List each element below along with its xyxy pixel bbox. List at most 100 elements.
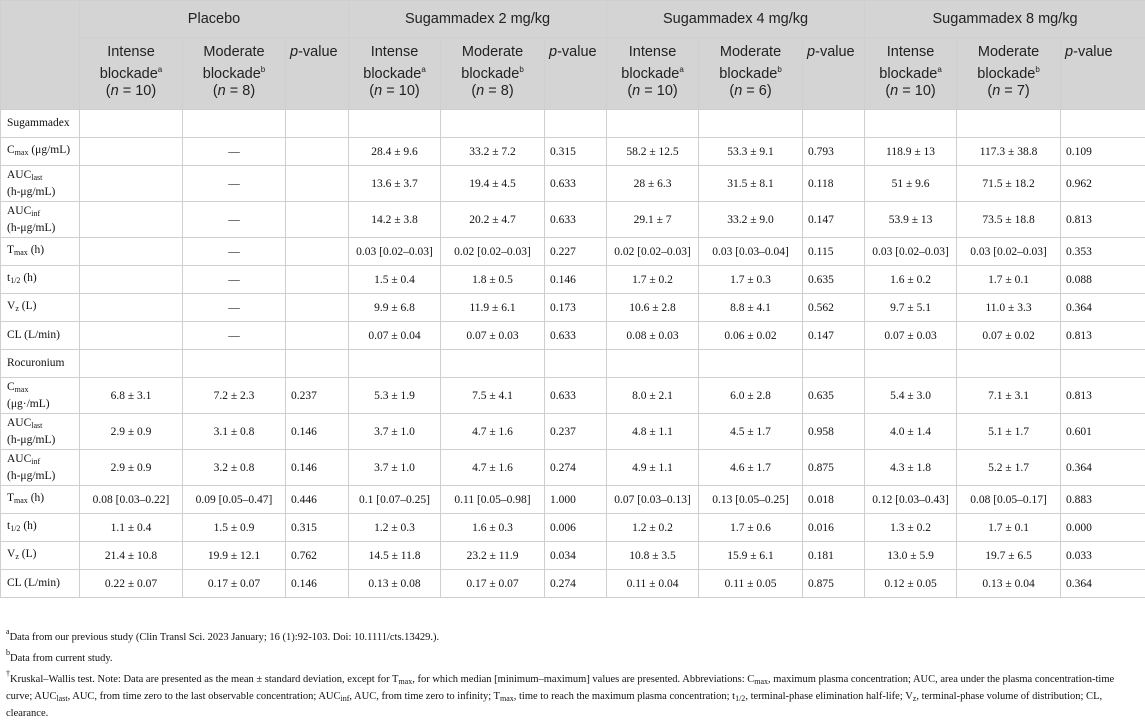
value-cell: 0.11 ± 0.05	[699, 570, 803, 598]
empty-cell	[1061, 350, 1145, 378]
value-cell: 9.9 ± 6.8	[349, 294, 441, 322]
value-cell: 0.13 ± 0.08	[349, 570, 441, 598]
pvalue-cell	[286, 238, 349, 266]
value-cell: 33.2 ± 9.0	[699, 202, 803, 238]
parameter-label: Tmax (h)	[1, 486, 80, 514]
footnote-mark: b	[777, 65, 781, 74]
parameter-unit: (h-μg/mL)	[7, 470, 55, 482]
n-close: )	[250, 83, 255, 99]
value-cell: 1.7 ± 0.2	[607, 266, 699, 294]
empty-cell	[1061, 110, 1145, 138]
pvalue-cell: 0.633	[545, 322, 607, 350]
blockade-header-line2: blockade	[879, 66, 937, 82]
n-equals: =	[226, 83, 243, 99]
empty-cell	[441, 350, 545, 378]
value-cell: 8.0 ± 2.1	[607, 378, 699, 414]
document-page: Placebo Sugammadex 2 mg/kg Sugammadex 4 …	[0, 0, 1145, 696]
pvalue-cell: 0.562	[803, 294, 865, 322]
parameter-subscript: last	[31, 421, 42, 430]
pvalue-cell: 0.315	[545, 138, 607, 166]
value-cell: 117.3 ± 38.8	[957, 138, 1061, 166]
empty-cell	[286, 350, 349, 378]
empty-cell	[441, 110, 545, 138]
value-cell: 6.0 ± 2.8	[699, 378, 803, 414]
group-header-sugammadex-4: Sugammadex 4 mg/kg	[607, 1, 865, 38]
parameter-unit: (h)	[28, 492, 44, 504]
value-cell: 10.6 ± 2.8	[607, 294, 699, 322]
value-cell: 28.4 ± 9.6	[349, 138, 441, 166]
n-equals: =	[898, 83, 915, 99]
blockade-header-line1: Intense	[107, 44, 155, 60]
parameter-unit: (μg/mL)	[28, 144, 70, 156]
n-equals: =	[1000, 83, 1017, 99]
footnote: aData from our previous study (Clin Tran…	[6, 624, 1131, 645]
pvalue-cell: 0.446	[286, 486, 349, 514]
value-cell: 3.2 ± 0.8	[183, 450, 286, 486]
n-close: )	[509, 83, 514, 99]
blockade-header-line1: Intense	[371, 44, 419, 60]
footnote-text: Kruskal–Wallis test. Note: Data are pres…	[10, 674, 398, 685]
parameter-unit: (L)	[19, 300, 37, 312]
parameter-subscript: last	[31, 173, 42, 182]
value-cell: 0.11 ± 0.04	[607, 570, 699, 598]
value-cell: 11.0 ± 3.3	[957, 294, 1061, 322]
pvalue-cell: 0.633	[545, 378, 607, 414]
n-value: 7	[1017, 83, 1025, 99]
value-cell: 1.6 ± 0.3	[441, 514, 545, 542]
parameter-label: AUCinf(h-μg/mL)	[1, 202, 80, 238]
parameter-label: Tmax (h)	[1, 238, 80, 266]
blockade-header-line2: blockade	[977, 66, 1035, 82]
footnote-text: Data from our previous study (Clin Trans…	[10, 632, 440, 643]
value-cell: 31.5 ± 8.1	[699, 166, 803, 202]
pk-table: Placebo Sugammadex 2 mg/kg Sugammadex 4 …	[0, 0, 1145, 598]
empty-cell	[699, 350, 803, 378]
value-cell: 4.6 ± 1.7	[699, 450, 803, 486]
value-cell	[80, 266, 183, 294]
blockade-header-line1: Intense	[887, 44, 935, 60]
footnote: †Kruskal–Wallis test. Note: Data are pre…	[6, 666, 1131, 721]
pvalue-cell: 0.813	[1061, 202, 1145, 238]
pvalue-cell: 0.088	[1061, 266, 1145, 294]
value-cell: 0.06 ± 0.02	[699, 322, 803, 350]
pvalue-cell	[286, 138, 349, 166]
value-cell: 3.7 ± 1.0	[349, 414, 441, 450]
footnote-sub: max	[500, 694, 514, 703]
table-row: Tmax (h)—0.03 [0.02–0.03]0.02 [0.02–0.03…	[1, 238, 1145, 266]
parameter-label: CL (L/min)	[1, 322, 80, 350]
value-cell: 15.9 ± 6.1	[699, 542, 803, 570]
blockade-header-line1: Moderate	[720, 44, 781, 60]
value-cell: 1.7 ± 0.1	[957, 266, 1061, 294]
parameter-name: AUC	[7, 169, 31, 181]
blockade-header-line2: blockade	[203, 66, 261, 82]
pvalue-cell: 0.633	[545, 166, 607, 202]
empty-cell	[607, 350, 699, 378]
value-cell: 6.8 ± 3.1	[80, 378, 183, 414]
n-value: 10	[135, 83, 151, 99]
value-cell	[80, 166, 183, 202]
group-header-sugammadex-8: Sugammadex 8 mg/kg	[865, 1, 1145, 38]
empty-cell	[183, 110, 286, 138]
pvalue-header-p: p	[290, 44, 298, 60]
footnote-text: Data from current study.	[10, 653, 113, 664]
empty-cell	[803, 350, 865, 378]
value-cell: 0.03 [0.03–0.04]	[699, 238, 803, 266]
pvalue-cell: 0.875	[803, 450, 865, 486]
value-cell	[80, 202, 183, 238]
pvalue-cell: 0.033	[1061, 542, 1145, 570]
n-value: 10	[399, 83, 415, 99]
value-cell: 19.9 ± 12.1	[183, 542, 286, 570]
blockade-header-line1: Moderate	[462, 44, 523, 60]
empty-cell	[957, 110, 1061, 138]
pvalue-cell: 0.601	[1061, 414, 1145, 450]
n-value: 10	[657, 83, 673, 99]
section-label: Sugammadex	[1, 110, 80, 138]
parameter-subscript: max	[15, 148, 29, 157]
footnote-mark: b	[261, 65, 265, 74]
value-cell: 4.7 ± 1.6	[441, 414, 545, 450]
value-cell: 23.2 ± 11.9	[441, 542, 545, 570]
